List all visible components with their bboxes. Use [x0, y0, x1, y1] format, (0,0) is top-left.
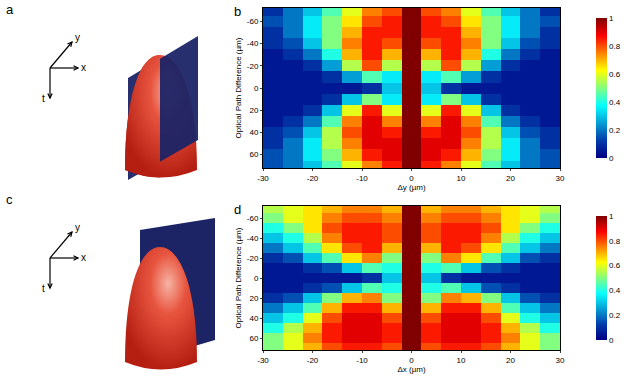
svg-text:Δx (µm): Δx (µm) — [397, 365, 426, 374]
svg-text:x: x — [81, 62, 86, 73]
svg-text:Optical Path Difference (µm): Optical Path Difference (µm) — [234, 37, 243, 138]
svg-text:-20: -20 — [247, 254, 259, 263]
svg-text:Optical Path Difference (µm): Optical Path Difference (µm) — [234, 227, 243, 328]
svg-text:30: 30 — [556, 174, 565, 183]
svg-text:t: t — [42, 93, 45, 104]
svg-text:20: 20 — [249, 294, 258, 303]
svg-text:y: y — [75, 32, 80, 43]
svg-text:0.2: 0.2 — [609, 311, 621, 320]
svg-text:1: 1 — [609, 212, 614, 221]
svg-text:x: x — [81, 252, 86, 263]
svg-text:0.6: 0.6 — [609, 261, 621, 270]
svg-text:-10: -10 — [356, 356, 368, 365]
svg-text:0: 0 — [609, 154, 614, 163]
svg-text:0: 0 — [409, 174, 414, 183]
svg-text:-30: -30 — [257, 174, 269, 183]
svg-text:c: c — [6, 192, 13, 207]
svg-text:60: 60 — [249, 334, 258, 343]
svg-text:0.8: 0.8 — [609, 42, 621, 51]
svg-text:0.4: 0.4 — [609, 98, 621, 107]
svg-text:0: 0 — [409, 356, 414, 365]
svg-text:0.6: 0.6 — [609, 70, 621, 79]
svg-text:60: 60 — [249, 150, 258, 159]
svg-text:-60: -60 — [247, 17, 259, 26]
svg-text:b: b — [234, 4, 241, 19]
svg-text:0: 0 — [609, 336, 614, 345]
svg-text:a: a — [6, 2, 14, 17]
svg-text:40: 40 — [249, 314, 258, 323]
svg-text:0.8: 0.8 — [609, 237, 621, 246]
svg-text:-20: -20 — [307, 356, 319, 365]
svg-text:0.2: 0.2 — [609, 126, 621, 135]
svg-text:20: 20 — [506, 356, 515, 365]
svg-text:-40: -40 — [247, 234, 259, 243]
svg-text:Δy (µm): Δy (µm) — [397, 183, 426, 192]
svg-text:10: 10 — [457, 356, 466, 365]
svg-text:1: 1 — [609, 14, 614, 23]
svg-text:30: 30 — [556, 356, 565, 365]
svg-text:-10: -10 — [356, 174, 368, 183]
svg-text:-20: -20 — [247, 62, 259, 71]
svg-text:0.4: 0.4 — [609, 286, 621, 295]
svg-text:10: 10 — [457, 174, 466, 183]
svg-text:0: 0 — [254, 274, 259, 283]
svg-text:d: d — [234, 202, 241, 217]
svg-text:y: y — [75, 222, 80, 233]
svg-text:-20: -20 — [307, 174, 319, 183]
svg-text:20: 20 — [506, 174, 515, 183]
svg-text:40: 40 — [249, 128, 258, 137]
svg-text:20: 20 — [249, 106, 258, 115]
svg-text:-60: -60 — [247, 214, 259, 223]
svg-text:-30: -30 — [257, 356, 269, 365]
svg-text:t: t — [42, 283, 45, 294]
svg-text:-40: -40 — [247, 39, 259, 48]
svg-text:0: 0 — [254, 84, 259, 93]
